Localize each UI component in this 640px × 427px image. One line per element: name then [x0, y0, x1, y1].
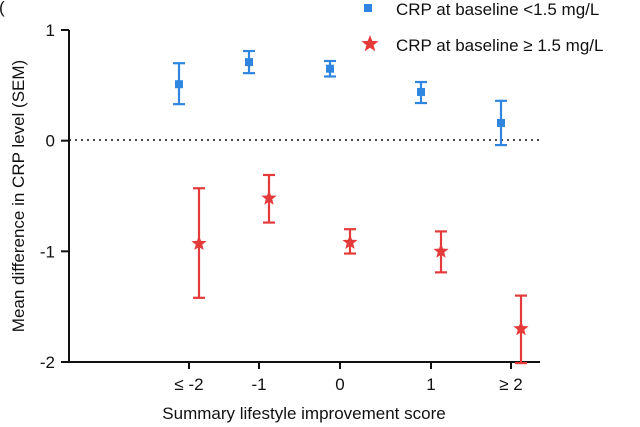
data-point-square	[326, 64, 334, 73]
y-tick-label: 1	[46, 21, 55, 40]
y-tick-label: 0	[46, 132, 55, 151]
y-ticks: 1 0 -1 -2	[40, 21, 69, 372]
data-point-square	[245, 58, 253, 67]
y-tick-label: -2	[40, 353, 55, 372]
data-point-star	[342, 234, 358, 249]
x-tick-label: ≤ -2	[174, 375, 203, 394]
data-point-star	[433, 243, 449, 258]
x-tick-label: ≥ 2	[499, 375, 523, 394]
y-tick-label: -1	[40, 242, 55, 261]
data-point-star	[191, 235, 207, 251]
legend-marker-star	[361, 35, 379, 52]
x-tick-label: -1	[251, 375, 266, 394]
data-point-square	[417, 87, 425, 96]
y-axis-title: Mean difference in CRP level (SEM)	[9, 60, 28, 332]
legend-marker-square	[364, 4, 372, 12]
x-ticks: ≤ -2 -1 0 1 ≥ 2	[174, 362, 523, 394]
data-point-star	[513, 320, 529, 336]
data-point-star	[261, 190, 277, 205]
data-point-square	[497, 118, 505, 127]
x-tick-label: 1	[426, 375, 435, 394]
data-marks	[173, 49, 529, 365]
x-tick-label: 0	[335, 375, 344, 394]
x-axis-title: Summary lifestyle improvement score	[162, 404, 445, 423]
data-point-square	[175, 80, 183, 89]
legend: CRP at baseline <1.5 mg/L CRP at baselin…	[361, 0, 603, 55]
legend-label-series-1: CRP at baseline <1.5 mg/L	[396, 0, 599, 19]
panel-label: (	[0, 0, 5, 17]
legend-label-series-2: CRP at baseline ≥ 1.5 mg/L	[396, 36, 603, 55]
